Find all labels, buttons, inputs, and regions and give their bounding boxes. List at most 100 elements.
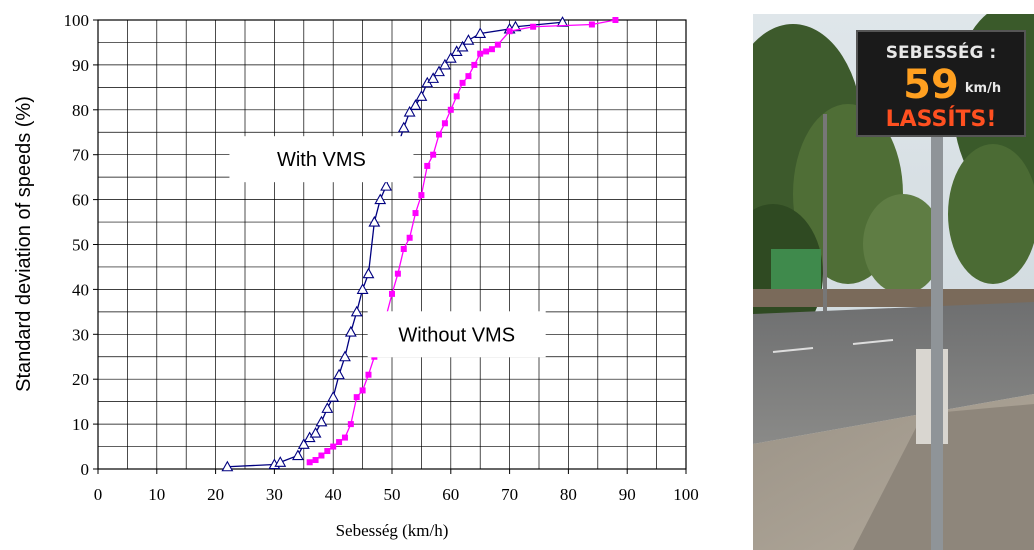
data-point [488, 46, 495, 53]
sign-speed: 59 [903, 62, 959, 108]
data-point [336, 439, 343, 446]
data-point [339, 350, 351, 362]
data-point [494, 41, 501, 48]
data-point [506, 28, 513, 35]
data-point [312, 457, 319, 464]
y-tick-label: 60 [72, 191, 89, 210]
data-point [418, 192, 425, 199]
data-point [483, 48, 490, 55]
data-point [330, 443, 337, 450]
x-tick-label: 20 [207, 485, 224, 504]
data-point [453, 93, 460, 100]
x-tick-label: 70 [501, 485, 518, 504]
sign-label: SEBESSÉG : [886, 41, 996, 63]
data-point [612, 17, 619, 23]
data-point [412, 210, 419, 217]
data-point [465, 73, 472, 80]
data-point [380, 179, 393, 191]
vms-sign-photo: SEBESSÉG : 59 km/h LASSÍTS! [753, 14, 1034, 550]
data-point [436, 131, 443, 138]
data-point [394, 270, 401, 277]
annotation-box [229, 136, 414, 183]
data-point [341, 434, 348, 441]
data-point [221, 460, 234, 472]
x-tick-label: 80 [560, 485, 577, 504]
data-point [409, 99, 422, 110]
x-tick-label: 50 [384, 485, 401, 504]
data-point [362, 267, 375, 279]
x-tick-label: 40 [325, 485, 342, 504]
data-point [438, 58, 451, 70]
tick-labels: 0 10 20 30 40 50 60 70 80 90 100 0 10 20 30 40 50 60 70 80 9… [64, 11, 699, 504]
data-point [356, 283, 369, 294]
sign-unit: km/h [965, 81, 1001, 96]
data-point [462, 34, 475, 45]
y-tick-label: 100 [64, 11, 90, 30]
data-point [327, 391, 340, 402]
data-point [456, 40, 469, 52]
data-point [321, 402, 334, 413]
x-tick-label: 60 [442, 485, 459, 504]
y-tick-label: 50 [72, 236, 89, 255]
data-point [471, 61, 478, 68]
data-point [344, 325, 357, 337]
x-tick-label: 0 [94, 485, 103, 504]
data-point [588, 21, 595, 28]
data-point [424, 162, 431, 169]
x-tick-label: 30 [266, 485, 283, 504]
data-point [309, 426, 322, 438]
data-point [306, 459, 313, 466]
annotations: With VMS Without VMS [229, 136, 546, 358]
y-tick-label: 90 [72, 56, 89, 75]
sign-message: LASSÍTS! [886, 106, 997, 132]
data-point [403, 105, 416, 117]
data-point [291, 449, 304, 461]
annotation-box [367, 311, 546, 358]
data-point [415, 90, 428, 101]
x-tick-label: 90 [619, 485, 636, 504]
data-point [347, 421, 354, 428]
annotation-label: With VMS [277, 149, 366, 171]
data-point [430, 151, 437, 158]
data-point [274, 456, 287, 467]
data-point [427, 72, 440, 83]
y-tick-label: 80 [72, 101, 89, 120]
axes [93, 19, 687, 474]
y-tick-label: 20 [72, 370, 89, 389]
data-point [447, 106, 454, 113]
data-point [477, 50, 484, 57]
data-point [400, 245, 407, 252]
x-tick-label: 10 [148, 485, 165, 504]
data-point [324, 448, 331, 455]
data-point [315, 415, 328, 427]
data-point [433, 65, 445, 77]
data-point [368, 215, 381, 227]
series-2 [306, 17, 619, 466]
data-point [365, 371, 372, 378]
data-point [318, 452, 325, 459]
data-point [374, 193, 387, 205]
x-tick-label: 100 [673, 485, 699, 504]
y-tick-label: 30 [72, 325, 89, 344]
data-point [459, 79, 466, 86]
annotation-label: Without VMS [398, 324, 515, 346]
y-tick-label: 70 [72, 146, 89, 165]
y-tick-label: 40 [72, 280, 89, 299]
grid [97, 19, 687, 470]
x-axis-title: Sebesség (km/h) [336, 521, 449, 540]
data-point [350, 305, 363, 317]
speed-distribution-chart: With VMS Without VMS 0 10 20 30 40 50 60 70 80 90 1… [13, 11, 699, 540]
data-point [353, 394, 360, 401]
y-axis-title: Standard deviation of speeds (%) [13, 96, 35, 392]
data-point [333, 368, 346, 380]
data-point [359, 387, 366, 394]
data-point [441, 120, 448, 127]
data-point [474, 27, 487, 39]
data-point [444, 52, 457, 63]
y-tick-label: 0 [81, 460, 90, 479]
series-layer [221, 16, 619, 472]
data-point [389, 290, 395, 297]
y-tick-label: 10 [72, 415, 89, 434]
data-point [397, 121, 410, 133]
data-point [297, 438, 310, 449]
